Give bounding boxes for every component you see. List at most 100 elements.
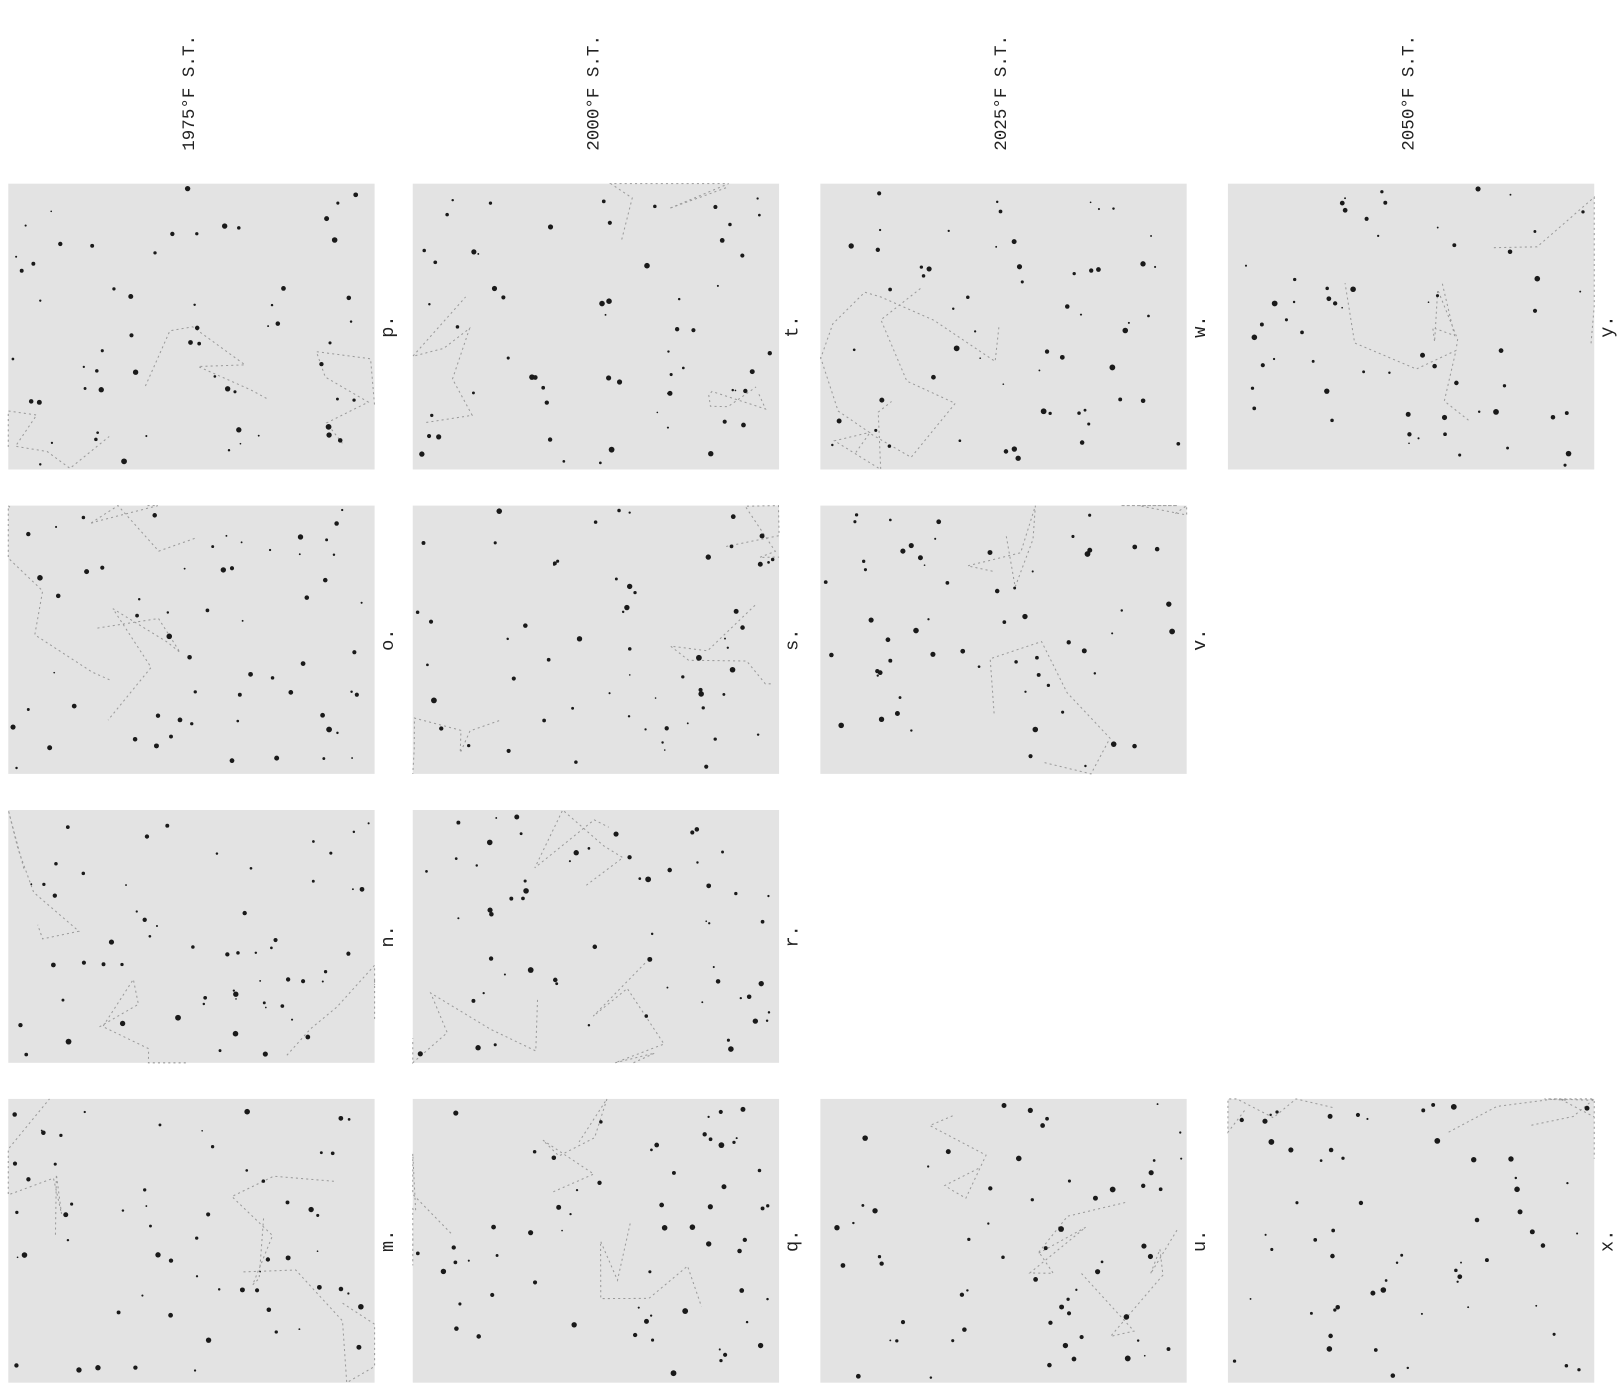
particle [1024, 691, 1026, 693]
particle [758, 1343, 763, 1348]
particle [13, 1162, 17, 1166]
particle [1293, 301, 1295, 303]
particle [185, 186, 190, 191]
particle [664, 749, 666, 751]
particle [41, 1130, 43, 1132]
particle [82, 872, 86, 876]
particle [1417, 437, 1419, 439]
particle [262, 1179, 266, 1183]
particle [703, 1132, 707, 1136]
particle [509, 897, 513, 901]
particle [76, 1367, 81, 1372]
particle [348, 1118, 351, 1121]
particle [145, 1205, 147, 1207]
particle [225, 952, 229, 956]
particle [918, 555, 923, 560]
particle [706, 554, 711, 559]
particle [1251, 387, 1254, 390]
particle [962, 1327, 967, 1332]
particle [734, 892, 737, 895]
particle [100, 566, 104, 570]
particle [96, 431, 99, 434]
particle [927, 1165, 929, 1167]
particle [1067, 640, 1071, 644]
particle [259, 1271, 261, 1273]
particle [286, 1255, 291, 1260]
particle [1090, 202, 1092, 204]
particle [1340, 201, 1345, 206]
particle [326, 432, 331, 437]
particle [1268, 1139, 1274, 1145]
particle [761, 920, 765, 924]
panel-label: n. [378, 925, 399, 947]
particle [1388, 371, 1390, 373]
particle [218, 1288, 220, 1290]
particle [647, 957, 652, 962]
particle [889, 1339, 891, 1341]
particle [728, 1046, 734, 1052]
particle [248, 672, 253, 677]
particle [22, 1252, 28, 1258]
panel-label: v. [1190, 629, 1211, 651]
particle [837, 419, 842, 424]
micrograph [413, 810, 779, 1063]
particle [37, 575, 43, 581]
particle [496, 508, 502, 514]
particle [1533, 309, 1537, 313]
particle [766, 1019, 768, 1021]
particle [1530, 1229, 1535, 1234]
particle [360, 887, 365, 892]
particle [489, 956, 493, 960]
particle [834, 1225, 839, 1230]
particle [1350, 286, 1356, 292]
particle [708, 1204, 713, 1209]
particle [617, 509, 621, 513]
particle [20, 269, 24, 273]
particle [1179, 1131, 1181, 1133]
particle [429, 620, 433, 624]
particle [1359, 1201, 1363, 1205]
particle [1058, 1226, 1064, 1232]
particle [721, 851, 724, 854]
particle [95, 369, 99, 373]
particle [55, 526, 57, 528]
particle [927, 618, 929, 620]
particle [428, 303, 430, 305]
particle [329, 852, 332, 855]
particle [1109, 365, 1115, 371]
particle [194, 690, 197, 693]
particle [1541, 1243, 1546, 1248]
particle [455, 857, 458, 860]
particle [1141, 399, 1146, 404]
particle [1250, 1298, 1252, 1300]
particle [594, 520, 598, 524]
particle [533, 1280, 537, 1284]
particle [732, 1141, 735, 1144]
particle [319, 362, 323, 366]
particle [861, 1204, 864, 1207]
particle [51, 442, 53, 444]
particle [1273, 358, 1275, 360]
particle [644, 728, 646, 730]
particle [1331, 1229, 1335, 1233]
particle [650, 1149, 653, 1152]
particle [1021, 280, 1024, 283]
particle [487, 840, 493, 846]
particle [988, 550, 993, 555]
particle [201, 1130, 203, 1132]
particle [336, 202, 339, 205]
particle [717, 285, 719, 287]
particle [95, 1365, 100, 1370]
particle [1551, 415, 1556, 420]
particle [120, 1021, 125, 1026]
particle [732, 389, 734, 391]
particle [1001, 1255, 1005, 1259]
particle [312, 840, 315, 843]
particle [1066, 1298, 1069, 1301]
particle [721, 1184, 726, 1189]
particle [608, 221, 612, 225]
particle [1577, 1368, 1580, 1371]
panel-label: r. [782, 925, 803, 947]
particle [1148, 1254, 1153, 1259]
particle [552, 1155, 557, 1160]
